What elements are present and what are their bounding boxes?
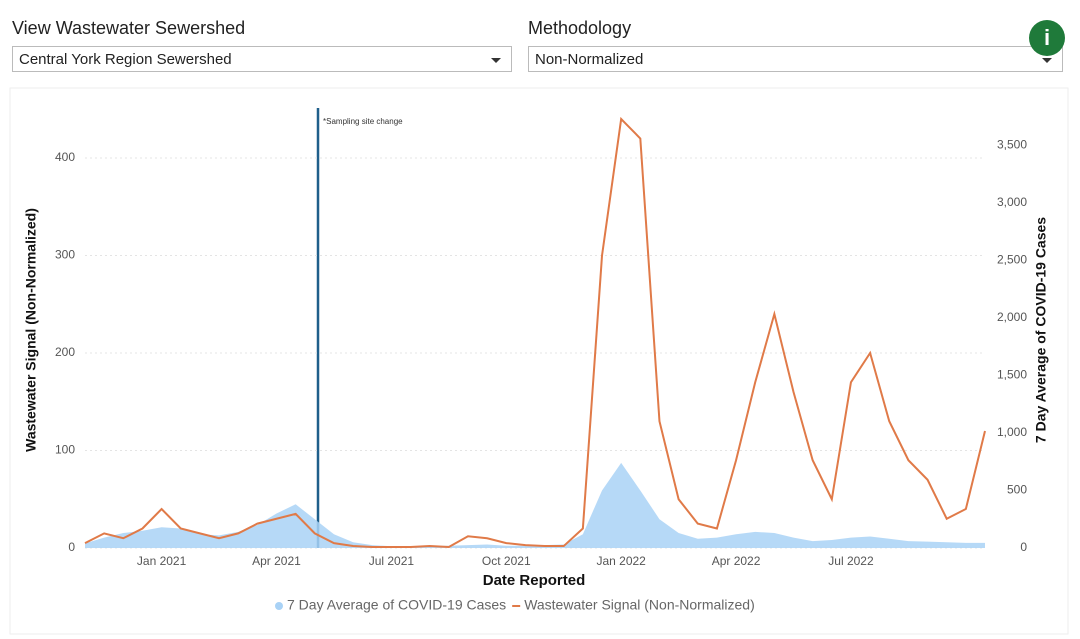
y-tick-label: 200 (55, 345, 75, 359)
x-tick-label: Jul 2021 (369, 554, 415, 568)
y2-tick-label: 1,000 (997, 425, 1027, 439)
legend-label: 7 Day Average of COVID-19 Cases (287, 597, 506, 613)
legend-swatch (275, 602, 283, 610)
methodology-label: Methodology (528, 18, 632, 38)
sewershed-dropdown[interactable]: Central York Region Sewershed (12, 46, 512, 72)
x-tick-label: Jul 2022 (828, 554, 874, 568)
y2-tick-label: 1,500 (997, 368, 1027, 382)
annotation: *Sampling site change (323, 117, 403, 126)
y-tick-label: 100 (55, 443, 75, 457)
y2-tick-label: 0 (1020, 540, 1027, 554)
y2-axis-label: 7 Day Average of COVID-19 Cases (1033, 217, 1049, 443)
y2-tick-label: 500 (1007, 483, 1027, 497)
x-tick-label: Oct 2021 (482, 554, 531, 568)
legend-label: Wastewater Signal (Non-Normalized) (524, 597, 755, 613)
x-tick-label: Jan 2021 (137, 554, 187, 568)
x-tick-label: Jan 2022 (596, 554, 646, 568)
y-axis-label: Wastewater Signal (Non-Normalized) (23, 208, 39, 452)
y2-tick-label: 3,000 (997, 195, 1027, 209)
y-tick-label: 400 (55, 150, 75, 164)
y-tick-label: 300 (55, 248, 75, 262)
y-tick-label: 0 (68, 540, 75, 554)
y2-tick-label: 2,500 (997, 253, 1027, 267)
x-tick-label: Apr 2021 (252, 554, 301, 568)
chart-panel (9, 87, 1069, 635)
sewershed-label: View Wastewater Sewershed (12, 18, 246, 38)
y2-tick-label: 3,500 (997, 138, 1027, 152)
x-tick-label: Apr 2022 (712, 554, 761, 568)
info-button[interactable]: i (1029, 20, 1065, 56)
line (84, 116, 986, 549)
methodology-dropdown[interactable]: Non-Normalized (528, 46, 1063, 72)
x-axis-label: Date Reported (483, 572, 586, 589)
area (85, 462, 985, 548)
y2-tick-label: 2,000 (997, 310, 1027, 324)
